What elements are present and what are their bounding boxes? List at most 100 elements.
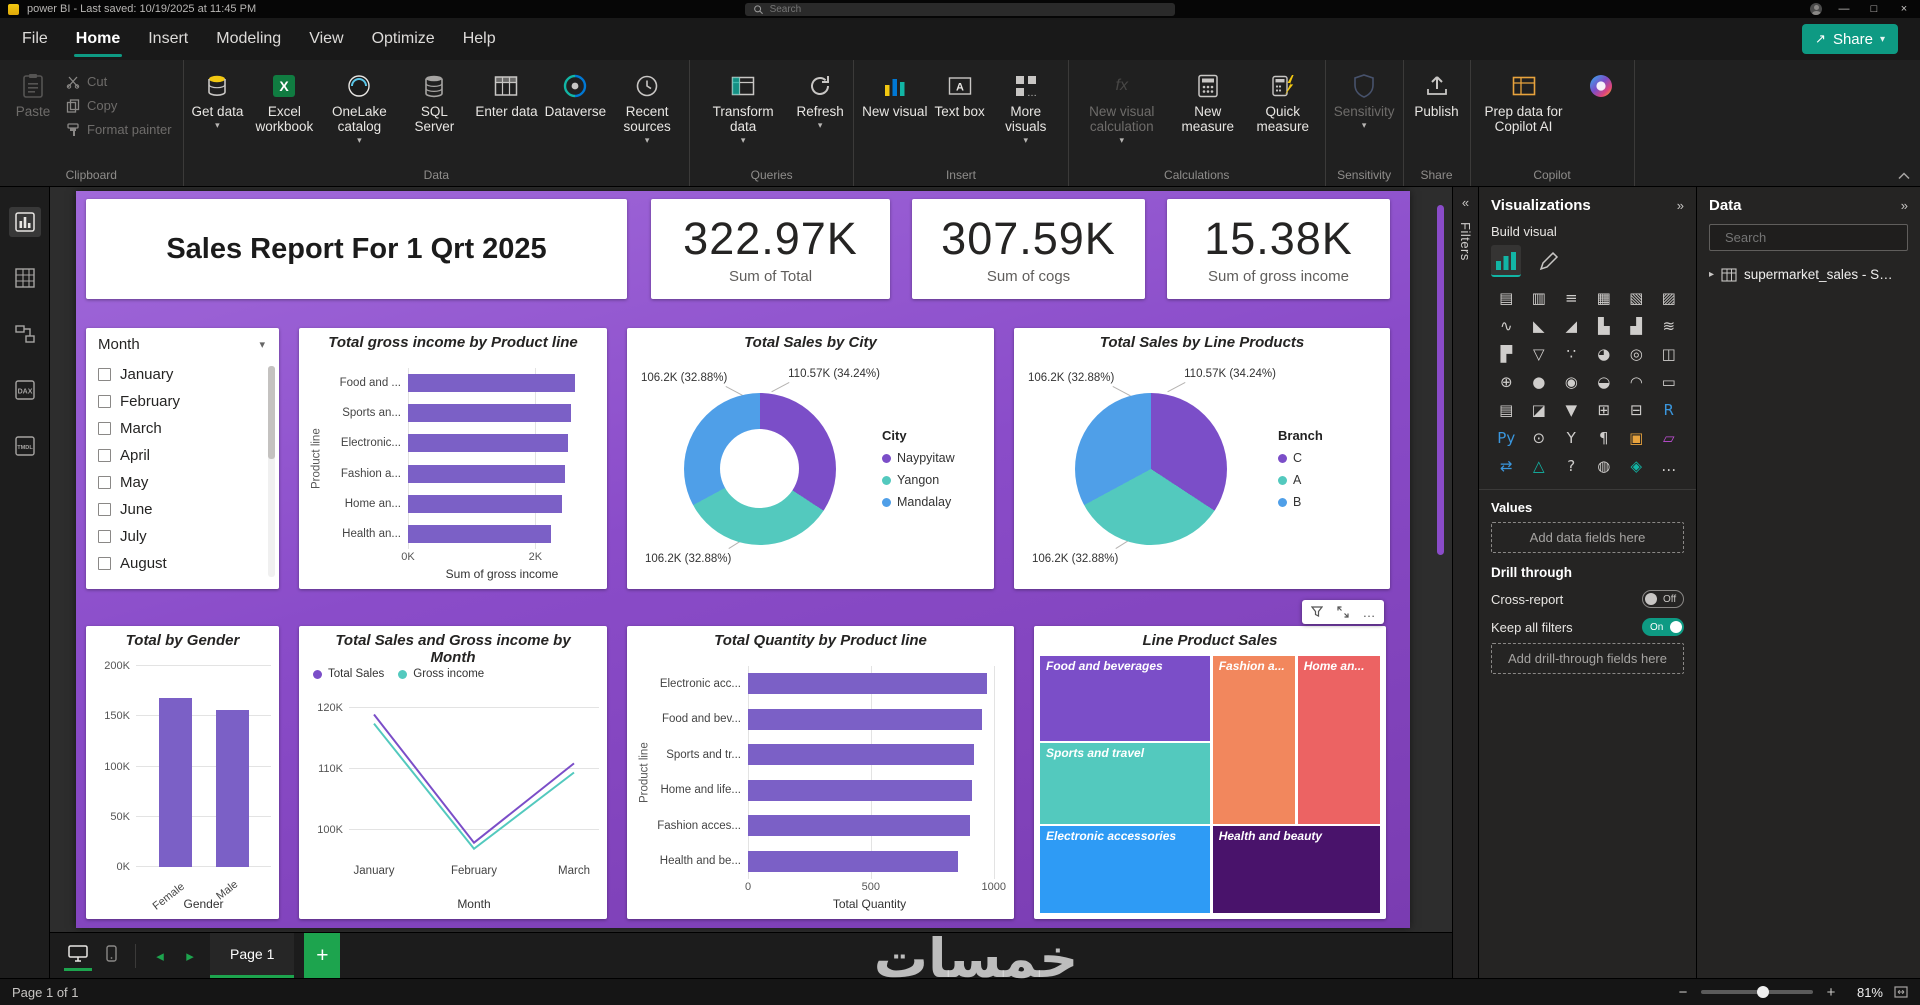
more-visuals-button[interactable]: … More visuals ▾ bbox=[989, 66, 1063, 148]
slicer-option-july[interactable]: July bbox=[98, 523, 273, 550]
fit-to-page-icon[interactable] bbox=[1894, 986, 1908, 998]
collapse-ribbon-button[interactable] bbox=[1898, 172, 1910, 180]
slicer-icon[interactable]: ▼ bbox=[1565, 401, 1578, 419]
legend-item[interactable]: Naypyitaw bbox=[882, 451, 984, 465]
bar[interactable]: Female bbox=[151, 666, 192, 913]
new-visual-calculation-button[interactable]: fx New visual calculation ▾ bbox=[1074, 66, 1170, 148]
mobile-layout-button[interactable] bbox=[102, 941, 121, 971]
bar[interactable] bbox=[748, 737, 1006, 773]
get-data-button[interactable]: Get data ▾ bbox=[189, 66, 247, 133]
kpi-card-total[interactable]: 322.97K Sum of Total bbox=[651, 199, 890, 299]
more-options-icon[interactable]: … bbox=[1362, 604, 1376, 620]
menu-file[interactable]: File bbox=[22, 30, 48, 47]
collapse-panel-icon[interactable]: » bbox=[1900, 198, 1908, 213]
legend-item[interactable]: Mandalay bbox=[882, 495, 984, 509]
model-view-button[interactable] bbox=[9, 319, 41, 349]
onelake-catalog-button[interactable]: OneLake catalog ▾ bbox=[322, 66, 396, 148]
pie-plot[interactable] bbox=[1075, 392, 1227, 545]
new-visual-button[interactable]: New visual bbox=[859, 66, 930, 121]
matrix-icon[interactable]: ⊟ bbox=[1629, 401, 1643, 419]
cross-report-toggle[interactable]: Off bbox=[1642, 590, 1684, 608]
chart-card-sales-gross-by-month[interactable]: Total Sales and Gross income by Month To… bbox=[299, 626, 607, 919]
performance-flow-icon[interactable]: ◈ bbox=[1630, 457, 1643, 475]
new-page-button[interactable]: + bbox=[304, 933, 341, 978]
previous-page-button[interactable]: ◂ bbox=[156, 947, 164, 965]
decomposition-tree-icon[interactable]: Y bbox=[1566, 429, 1576, 447]
metrics-icon[interactable]: △ bbox=[1532, 457, 1545, 475]
stacked-column-chart-icon[interactable]: ▥ bbox=[1531, 289, 1546, 307]
global-search-input[interactable] bbox=[745, 2, 1175, 16]
menu-home[interactable]: Home bbox=[62, 19, 134, 59]
bar[interactable]: Male bbox=[215, 666, 249, 903]
report-page[interactable]: Sales Report For 1 Qrt 2025 322.97K Sum … bbox=[76, 191, 1410, 928]
checkbox-icon[interactable] bbox=[98, 368, 111, 381]
dax-query-view-button[interactable]: DAX bbox=[9, 375, 41, 405]
filter-icon[interactable] bbox=[1304, 602, 1330, 622]
page-tab[interactable]: Page 1 bbox=[210, 933, 295, 978]
checkbox-icon[interactable] bbox=[98, 530, 111, 543]
dataverse-button[interactable]: Dataverse bbox=[542, 66, 610, 121]
stacked-bar-chart-icon[interactable]: ▤ bbox=[1499, 289, 1514, 307]
kpi-icon[interactable]: ◪ bbox=[1531, 401, 1546, 419]
checkbox-icon[interactable] bbox=[98, 395, 111, 408]
recent-sources-button[interactable]: Recent sources ▾ bbox=[610, 66, 684, 148]
chart-card-sales-by-city[interactable]: Total Sales by City 106.2K (32.88%) 110.… bbox=[627, 328, 994, 589]
bar[interactable] bbox=[408, 428, 599, 458]
keep-all-filters-toggle[interactable]: On bbox=[1642, 618, 1684, 636]
donut-plot[interactable] bbox=[683, 392, 836, 545]
slicer-option-january[interactable]: January bbox=[98, 361, 273, 388]
100-stacked-column-chart-icon[interactable]: ▨ bbox=[1661, 289, 1676, 307]
checkbox-icon[interactable] bbox=[98, 422, 111, 435]
prep-data-for-copilot-button[interactable]: Prep data for Copilot AI bbox=[1476, 66, 1572, 136]
zoom-slider[interactable] bbox=[1701, 986, 1813, 998]
slicer-option-may[interactable]: May bbox=[98, 469, 273, 496]
treemap-tile[interactable]: Food and beverages bbox=[1040, 656, 1210, 741]
tmdl-view-button[interactable]: TMDL bbox=[9, 431, 41, 461]
donut-chart-icon[interactable]: ◎ bbox=[1629, 345, 1643, 363]
multi-row-card-icon[interactable]: ▤ bbox=[1499, 401, 1514, 419]
checkbox-icon[interactable] bbox=[98, 449, 111, 462]
menu-modeling[interactable]: Modeling bbox=[216, 30, 282, 47]
canvas-vertical-scrollbar[interactable] bbox=[1437, 205, 1444, 555]
build-visual-tab[interactable] bbox=[1491, 245, 1521, 277]
menu-view[interactable]: View bbox=[309, 30, 344, 47]
user-avatar[interactable] bbox=[1810, 3, 1822, 15]
pie-chart-icon[interactable]: ◕ bbox=[1597, 345, 1611, 363]
bar[interactable] bbox=[748, 666, 1006, 702]
legend-item[interactable]: A bbox=[1278, 473, 1380, 487]
treemap-tile[interactable]: Fashion a... bbox=[1212, 656, 1295, 825]
table-icon[interactable]: ⊞ bbox=[1597, 401, 1611, 419]
table-view-button[interactable] bbox=[9, 263, 41, 293]
scatter-chart-icon[interactable]: ∵ bbox=[1566, 345, 1577, 363]
map-icon[interactable]: ⊕ bbox=[1499, 373, 1513, 391]
treemap-tile[interactable]: Health and beauty bbox=[1212, 826, 1380, 913]
sensitivity-button[interactable]: Sensitivity ▾ bbox=[1331, 66, 1398, 133]
format-painter-button[interactable]: Format painter bbox=[66, 122, 172, 137]
chart-card-sales-by-line-products[interactable]: Total Sales by Line Products 106.2K (32.… bbox=[1014, 328, 1390, 589]
slicer-scrollbar[interactable] bbox=[268, 366, 275, 577]
r-script-icon[interactable]: R bbox=[1663, 401, 1674, 419]
legend-item[interactable]: C bbox=[1278, 451, 1380, 465]
add-drill-through-fields-dropzone[interactable]: Add drill-through fields here bbox=[1491, 643, 1684, 674]
filled-map-icon[interactable]: ● bbox=[1532, 373, 1546, 391]
clustered-bar-chart-icon[interactable]: ≡ bbox=[1564, 289, 1578, 307]
bar[interactable] bbox=[408, 519, 599, 549]
desktop-layout-button[interactable] bbox=[64, 941, 92, 971]
bar[interactable] bbox=[408, 489, 599, 519]
next-page-button[interactable]: ▸ bbox=[186, 947, 194, 965]
line-and-clustered-column-chart-icon[interactable]: ▟ bbox=[1630, 317, 1643, 335]
enter-data-button[interactable]: Enter data bbox=[472, 66, 540, 121]
stacked-area-chart-icon[interactable]: ◢ bbox=[1565, 317, 1578, 335]
chart-card-total-by-gender[interactable]: Total by Gender 0K 50K 100K 150K 200K Female… bbox=[86, 626, 279, 919]
transform-data-button[interactable]: Transform data ▾ bbox=[695, 66, 791, 148]
line-and-stacked-column-chart-icon[interactable]: ▙ bbox=[1597, 317, 1610, 335]
zoom-out-button[interactable]: − bbox=[1678, 983, 1688, 1001]
cut-button[interactable]: Cut bbox=[66, 74, 172, 89]
search-input[interactable] bbox=[769, 3, 1167, 15]
checkbox-icon[interactable] bbox=[98, 476, 111, 489]
slicer-option-august[interactable]: August bbox=[98, 550, 273, 577]
format-visual-tab[interactable] bbox=[1535, 247, 1563, 277]
legend-item[interactable]: Gross income bbox=[398, 668, 484, 680]
slicer-option-june[interactable]: June bbox=[98, 496, 273, 523]
chevron-down-icon[interactable]: ▾ bbox=[259, 339, 265, 351]
